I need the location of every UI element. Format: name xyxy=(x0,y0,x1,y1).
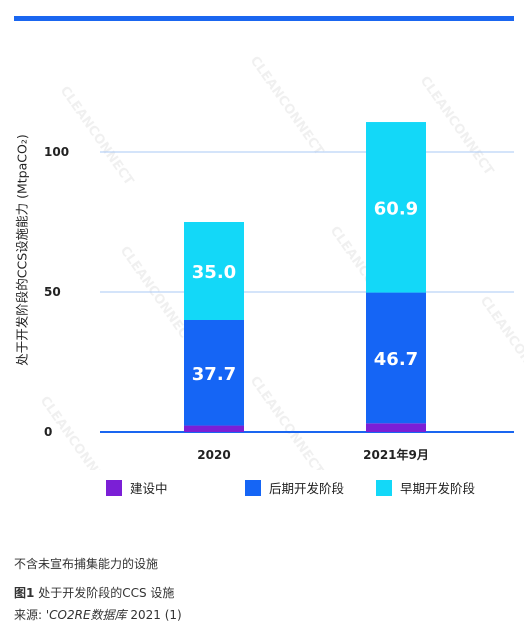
y-tick-label: 100 xyxy=(44,145,69,159)
y-axis-title-text: 处于开发阶段的CCS设施能力 (MtpaCO₂) xyxy=(14,134,30,366)
legend-swatch-early-development xyxy=(376,479,392,496)
bar-value-label: 46.7 xyxy=(374,349,418,370)
watermark-text: CLEANCONNECT xyxy=(57,84,137,189)
bar-segment-1-1 xyxy=(366,292,426,424)
legend-swatch-late-development xyxy=(245,479,261,496)
stacked-bar-chart: CLEANCONNECT CLEANCONNECT CLEANCONNECT CLEA… xyxy=(37,54,524,470)
bar-segment-0-0 xyxy=(184,425,244,432)
legend-item-early-development: 早期开发阶段 xyxy=(376,478,475,497)
bar-value-label: 37.7 xyxy=(192,364,236,385)
x-category-label: 2020 xyxy=(197,448,230,462)
legend-label-under-construction: 建设中 xyxy=(130,481,168,496)
legend-item-late-development: 后期开发阶段 xyxy=(245,478,344,497)
bar-value-label: 60.9 xyxy=(374,198,418,219)
y-axis-title: 处于开发阶段的CCS设施能力 (MtpaCO₂) xyxy=(10,100,32,400)
bar-segment-1-0 xyxy=(366,423,426,432)
watermark-text: CLEANCONNECT xyxy=(417,74,497,179)
figure-title: 处于开发阶段的CCS 设施 xyxy=(38,586,175,600)
bar-segment-1-2 xyxy=(366,122,426,293)
legend-item-under-construction: 建设中 xyxy=(106,478,168,497)
watermark-text: CLEANCONNECT xyxy=(477,294,524,399)
source-suffix: 2021 (1) xyxy=(126,608,182,622)
legend-swatch-under-construction xyxy=(106,479,122,496)
footnote: 不含未宣布捕集能力的设施 xyxy=(14,557,159,571)
bar-segment-0-2 xyxy=(184,222,244,320)
source-line: 来源: 'CO2RE数据库 2021 (1) xyxy=(14,606,182,623)
figure-label: 图1 xyxy=(14,586,35,600)
top-accent-bar xyxy=(14,16,514,21)
bar-segment-0-1 xyxy=(184,320,244,426)
figure-caption: 图1 处于开发阶段的CCS 设施 xyxy=(14,584,174,601)
x-category-label: 2021年9月 xyxy=(363,447,429,462)
legend-label-late-development: 后期开发阶段 xyxy=(269,481,345,496)
source-prefix: 来源: ' xyxy=(14,608,50,622)
y-tick-label: 0 xyxy=(44,425,52,439)
watermark-text: CLEANCONNECT xyxy=(247,374,327,470)
watermark-text: CLEANCONNECT xyxy=(247,54,327,159)
legend: 建设中 后期开发阶段 早期开发阶段 xyxy=(0,478,524,498)
bar-value-label: 35.0 xyxy=(192,262,236,283)
source-title: CO2RE数据库 xyxy=(49,608,127,622)
legend-label-early-development: 早期开发阶段 xyxy=(400,481,476,496)
y-tick-label: 50 xyxy=(44,285,61,299)
